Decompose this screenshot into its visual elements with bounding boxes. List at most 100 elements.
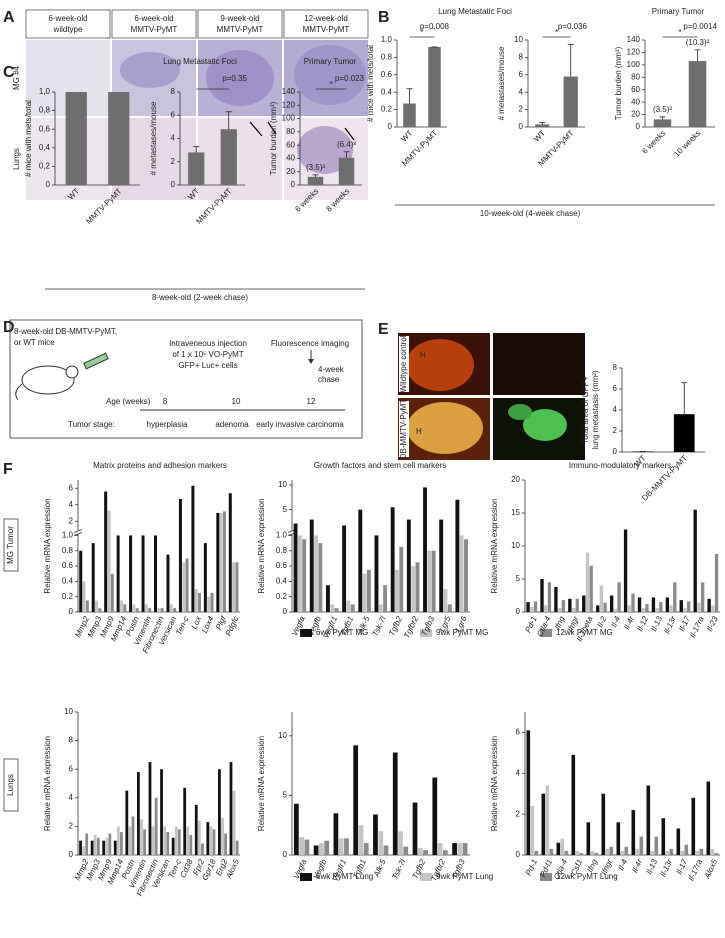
bar <box>82 581 86 612</box>
bar <box>535 124 550 127</box>
bar <box>464 539 468 612</box>
y-tick-label: 4 <box>519 87 524 96</box>
bar <box>540 579 544 612</box>
column-header: 9-week-old <box>220 14 259 23</box>
bar <box>378 831 384 855</box>
y-tick-label: 20 <box>631 110 640 119</box>
bar <box>442 850 448 855</box>
panel-label: D <box>3 319 15 336</box>
significance-star: * <box>329 80 332 89</box>
bar <box>403 103 416 127</box>
bar <box>624 846 629 855</box>
y-tick-label: 1.0 <box>62 531 74 540</box>
bar <box>545 785 550 855</box>
bar <box>228 493 232 612</box>
bar <box>90 840 94 855</box>
bar <box>373 814 378 855</box>
x-tick-label: Alox5 <box>702 857 719 880</box>
image-marker: H <box>416 427 422 436</box>
y-tick-label: 60 <box>631 85 640 94</box>
x-tick-label: WT <box>532 128 547 143</box>
y-axis-label: Relative mRNA expression <box>257 736 266 831</box>
y-tick-label: 0 <box>613 447 618 456</box>
bar <box>207 596 211 612</box>
bar <box>398 831 403 855</box>
diagram-text: Intraveneous injection <box>169 339 247 348</box>
y-axis-label: Tumor burden (mm³) <box>269 101 278 175</box>
y-tick-label: 0 <box>291 180 296 189</box>
y-axis-label: # metastases/mouse <box>149 101 158 175</box>
bar <box>299 837 304 855</box>
bar <box>135 608 139 612</box>
bar <box>235 840 239 855</box>
x-tick-label: 6 weeks <box>640 129 667 156</box>
diagram-text: Tumor stage: <box>68 420 115 429</box>
y-tick-label: 0.4 <box>276 576 288 585</box>
y-tick-label: 10 <box>514 35 523 44</box>
diagram-text: hyperplasia <box>147 420 188 429</box>
bar <box>313 845 319 855</box>
bar <box>673 414 695 452</box>
bar <box>399 546 404 612</box>
bar <box>547 582 552 612</box>
bar <box>714 852 719 855</box>
x-tick-label: Tgfbr2 <box>402 614 420 639</box>
y-axis-label: lung metastasis (mm²) <box>591 370 600 449</box>
bar <box>411 566 416 612</box>
y-tick-label: 2 <box>171 157 176 166</box>
legend-label: 6wk PyMT Lung <box>316 872 373 881</box>
bar <box>212 829 216 855</box>
diagram-text: chase <box>318 375 340 384</box>
panel-label: F <box>3 461 13 478</box>
bar <box>437 843 443 855</box>
x-tick-label: Il-4r <box>630 858 644 875</box>
bar <box>185 558 189 612</box>
y-tick-label: 120 <box>282 100 296 109</box>
bar <box>197 820 201 855</box>
y-tick-label: 0 <box>283 850 288 859</box>
bar <box>603 602 607 612</box>
diagram-text: 8 <box>163 397 168 406</box>
bar <box>452 843 457 855</box>
image-label: Wildtype control <box>399 335 408 392</box>
x-tick-label: Il-4r <box>622 615 636 632</box>
bar <box>605 848 610 855</box>
bar <box>188 152 205 185</box>
bar <box>665 597 670 612</box>
bar <box>203 543 207 612</box>
row-label: Lungs <box>6 774 15 796</box>
y-tick-label: 0 <box>388 122 393 131</box>
panel-label: E <box>378 321 389 338</box>
column-header: 6-week-old <box>134 14 173 23</box>
diagram-text: 10 <box>232 397 241 406</box>
diagram-text: or WT mice <box>14 338 55 347</box>
y-tick-label: 0,2 <box>39 162 51 171</box>
bar <box>679 600 683 612</box>
bar <box>631 810 636 855</box>
y-tick-label: 1.0 <box>276 531 288 540</box>
bar <box>706 781 711 855</box>
y-axis-label: Relative mRNA expression <box>43 498 52 593</box>
bar <box>314 535 318 612</box>
bar <box>585 552 590 612</box>
x-tick-label: Il-4 <box>616 857 629 871</box>
bar <box>676 828 681 855</box>
y-axis-label: Relative mRNA expression <box>257 498 266 593</box>
bar <box>154 535 158 612</box>
bar <box>116 826 120 855</box>
bar <box>459 535 464 612</box>
legend-swatch <box>540 873 552 881</box>
x-tick-label: Tgfb2 <box>387 614 404 637</box>
value-label: (6.4)² <box>337 140 356 149</box>
bar <box>462 843 468 855</box>
bar <box>120 832 123 855</box>
bar <box>374 535 379 612</box>
bar <box>697 602 701 612</box>
bar <box>431 550 436 612</box>
x-tick-label: Tgfb3 <box>419 614 436 637</box>
p-value: p=0.35 <box>222 74 247 83</box>
x-tick-label: Il-17ra <box>686 857 704 882</box>
bar <box>530 805 535 855</box>
bar <box>392 752 398 855</box>
bar <box>110 573 114 612</box>
